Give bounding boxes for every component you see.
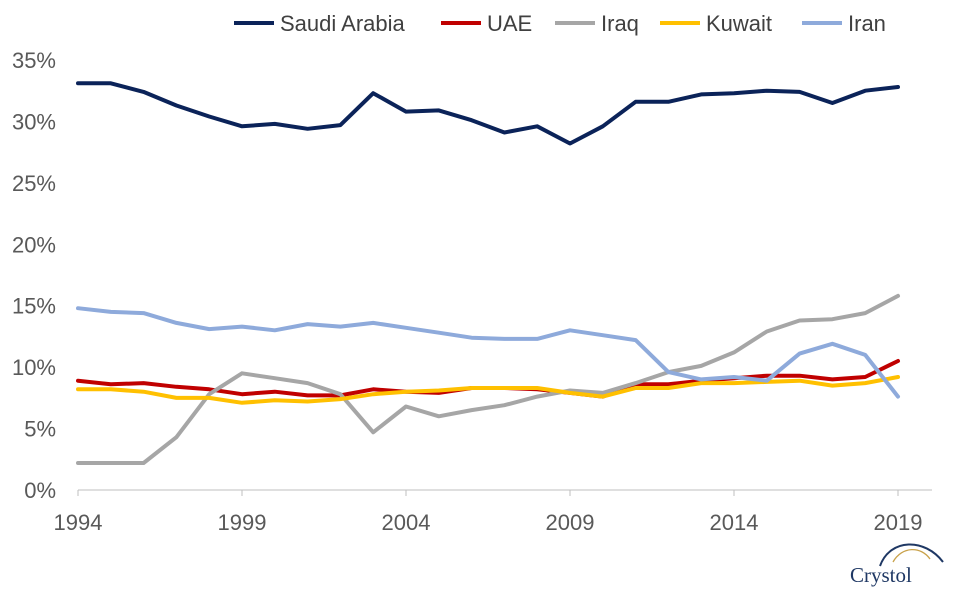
legend-label-iraq: Iraq xyxy=(601,11,639,36)
legend-label-iran: Iran xyxy=(848,11,886,36)
y-tick-label: 0% xyxy=(24,478,56,503)
series-line-saudi-arabia xyxy=(76,81,900,146)
series-line-kuwait xyxy=(76,375,900,405)
series-line-iraq xyxy=(76,293,900,465)
logo-swoosh-inner xyxy=(892,548,931,563)
x-tick-label: 1994 xyxy=(54,510,103,535)
legend: Saudi Arabia UAE Iraq Kuwait Iran xyxy=(234,11,886,36)
y-tick-label: 15% xyxy=(12,294,56,319)
legend-label-uae: UAE xyxy=(487,11,532,36)
y-tick-label: 25% xyxy=(12,171,56,196)
y-axis: 0% 5% 10% 15% 20% 25% 30% 35% xyxy=(12,48,56,503)
series-lines xyxy=(76,81,900,465)
y-tick-label: 35% xyxy=(12,48,56,73)
logo-text: Crystol xyxy=(850,563,912,587)
legend-label-saudi-arabia: Saudi Arabia xyxy=(280,11,406,36)
legend-label-kuwait: Kuwait xyxy=(706,11,772,36)
logo-swoosh xyxy=(879,543,944,567)
x-axis: 1994 1999 2004 2009 2014 2019 xyxy=(54,490,923,535)
y-tick-label: 5% xyxy=(24,417,56,442)
y-tick-label: 10% xyxy=(12,355,56,380)
series-line-iran xyxy=(76,306,900,399)
x-tick-label: 2019 xyxy=(874,510,923,535)
y-tick-label: 30% xyxy=(12,109,56,134)
x-tick-label: 1999 xyxy=(218,510,267,535)
x-tick-label: 2009 xyxy=(546,510,595,535)
x-tick-label: 2014 xyxy=(710,510,759,535)
series-line-uae xyxy=(76,359,900,399)
x-tick-label: 2004 xyxy=(382,510,431,535)
y-tick-label: 20% xyxy=(12,232,56,257)
crystol-logo: Crystol xyxy=(850,543,944,587)
plot-area: 1994 1999 2004 2009 2014 2019 0% 5% 10% 15% 20% 25… xyxy=(12,48,932,535)
